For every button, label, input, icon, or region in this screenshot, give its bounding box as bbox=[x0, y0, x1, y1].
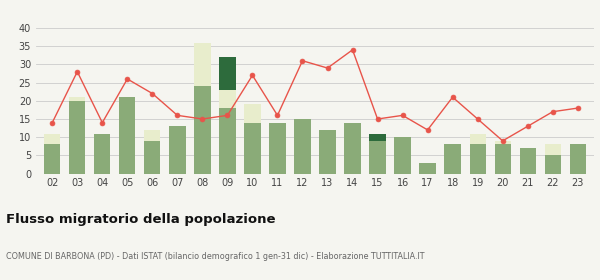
Bar bbox=[119, 97, 136, 174]
Bar bbox=[470, 144, 486, 174]
Bar bbox=[194, 86, 211, 174]
Bar bbox=[370, 141, 386, 174]
Text: Flusso migratorio della popolazione: Flusso migratorio della popolazione bbox=[6, 213, 275, 226]
Bar bbox=[545, 144, 561, 155]
Bar bbox=[370, 134, 386, 141]
Bar bbox=[244, 104, 260, 123]
Bar bbox=[445, 144, 461, 174]
Bar bbox=[319, 130, 335, 174]
Bar bbox=[144, 141, 160, 174]
Bar bbox=[69, 97, 85, 101]
Bar bbox=[394, 137, 411, 174]
Bar bbox=[295, 119, 311, 174]
Bar bbox=[44, 144, 61, 174]
Bar bbox=[219, 57, 236, 90]
Bar bbox=[219, 108, 236, 174]
Bar bbox=[44, 134, 61, 144]
Text: COMUNE DI BARBONA (PD) - Dati ISTAT (bilancio demografico 1 gen-31 dic) - Elabor: COMUNE DI BARBONA (PD) - Dati ISTAT (bil… bbox=[6, 252, 425, 261]
Bar bbox=[545, 155, 561, 174]
Bar bbox=[494, 141, 511, 144]
Bar bbox=[244, 123, 260, 174]
Bar bbox=[520, 148, 536, 174]
Bar bbox=[419, 163, 436, 174]
Bar bbox=[69, 101, 85, 174]
Bar bbox=[470, 134, 486, 144]
Bar bbox=[194, 43, 211, 86]
Bar bbox=[344, 123, 361, 174]
Bar bbox=[269, 123, 286, 174]
Bar bbox=[219, 90, 236, 108]
Bar bbox=[494, 144, 511, 174]
Bar bbox=[144, 130, 160, 141]
Bar bbox=[169, 126, 185, 174]
Bar bbox=[94, 134, 110, 174]
Bar bbox=[569, 144, 586, 174]
